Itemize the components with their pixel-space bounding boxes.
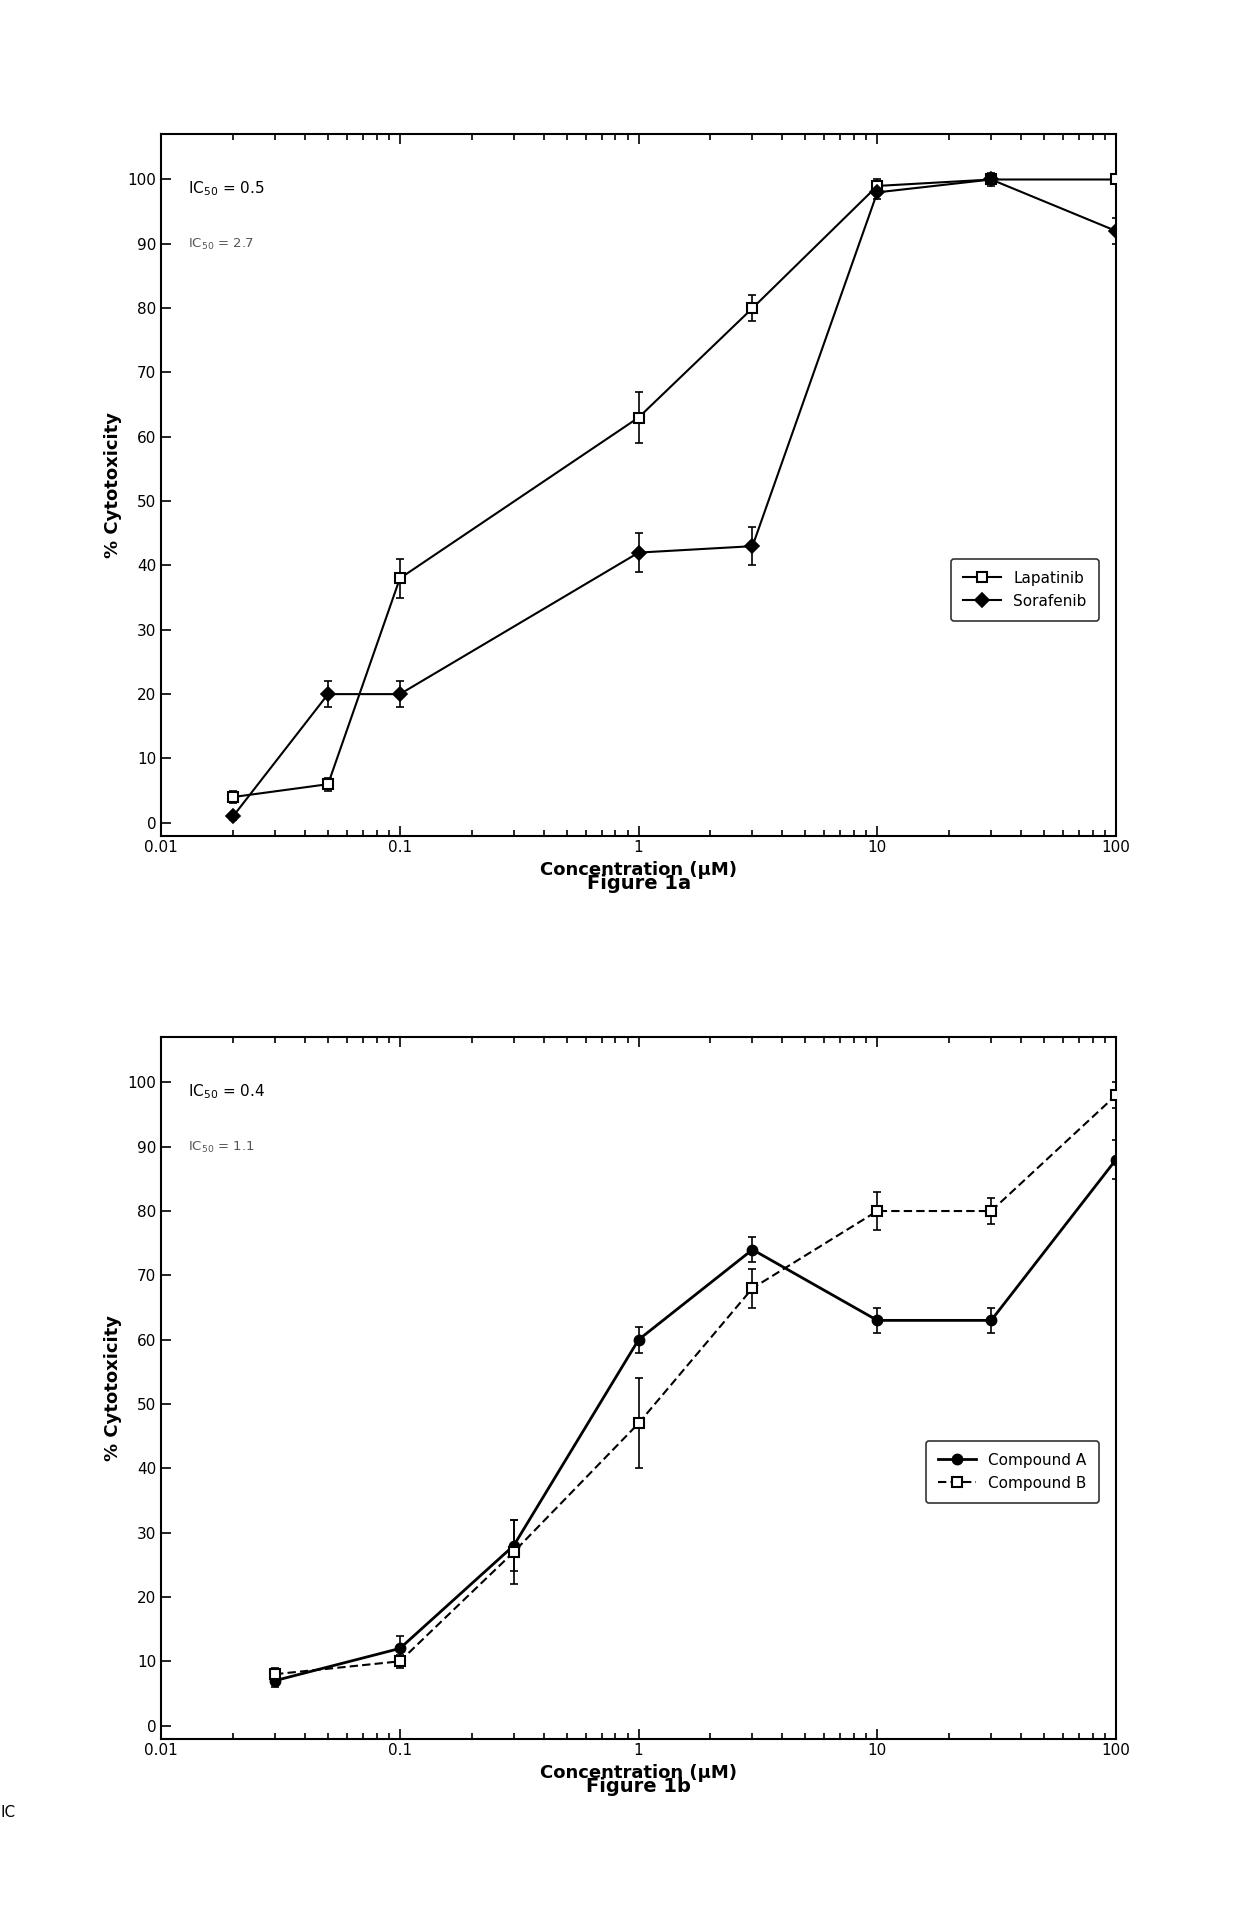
Line: Lapatinib: Lapatinib — [228, 175, 1121, 801]
Y-axis label: % Cytotoxicity: % Cytotoxicity — [104, 1314, 122, 1462]
Sorafenib — [983, 167, 998, 190]
Line: Sorafenib: Sorafenib — [228, 175, 1121, 820]
Sorafenib — [631, 542, 646, 565]
Compound A — [745, 1239, 760, 1262]
Compound A — [506, 1535, 521, 1558]
Compound A — [1109, 1149, 1123, 1172]
Text: IC$_{50}$ = 0.4: IC$_{50}$ = 0.4 — [188, 1082, 265, 1101]
Compound A — [392, 1637, 407, 1660]
Lapatinib — [870, 175, 885, 198]
Lapatinib — [745, 296, 760, 319]
Lapatinib — [983, 167, 998, 190]
Sorafenib — [226, 805, 241, 828]
Lapatinib — [226, 786, 241, 809]
Lapatinib — [1109, 167, 1123, 190]
X-axis label: Concentration (μM): Concentration (μM) — [541, 861, 737, 880]
Text: IC: IC — [0, 1806, 15, 1819]
Text: IC$_{50}$ = 2.7: IC$_{50}$ = 2.7 — [188, 238, 254, 252]
Sorafenib — [1109, 219, 1123, 242]
Legend: Compound A, Compound B: Compound A, Compound B — [925, 1441, 1099, 1502]
Compound B — [392, 1650, 407, 1673]
Compound B — [1109, 1083, 1123, 1106]
Compound B — [631, 1412, 646, 1435]
Legend: Lapatinib, Sorafenib: Lapatinib, Sorafenib — [951, 559, 1099, 620]
Compound A — [983, 1308, 998, 1331]
Line: Compound B: Compound B — [270, 1091, 1121, 1679]
Y-axis label: % Cytotoxicity: % Cytotoxicity — [104, 411, 122, 559]
Lapatinib — [631, 405, 646, 428]
X-axis label: Concentration (μM): Concentration (μM) — [541, 1763, 737, 1783]
Sorafenib — [870, 181, 885, 204]
Line: Compound A: Compound A — [270, 1155, 1121, 1685]
Text: Figure 1b: Figure 1b — [587, 1777, 691, 1796]
Compound B — [506, 1541, 521, 1564]
Sorafenib — [745, 534, 760, 557]
Compound B — [268, 1664, 283, 1687]
Text: Figure 1a: Figure 1a — [587, 874, 691, 893]
Compound A — [268, 1669, 283, 1692]
Text: IC$_{50}$ = 0.5: IC$_{50}$ = 0.5 — [188, 179, 265, 198]
Text: IC$_{50}$ = 1.1: IC$_{50}$ = 1.1 — [188, 1141, 255, 1155]
Compound B — [983, 1199, 998, 1222]
Compound A — [870, 1308, 885, 1331]
Compound A — [631, 1327, 646, 1350]
Compound B — [870, 1199, 885, 1222]
Sorafenib — [392, 682, 407, 705]
Lapatinib — [392, 567, 407, 590]
Sorafenib — [321, 682, 336, 705]
Lapatinib — [321, 772, 336, 795]
Compound B — [745, 1277, 760, 1301]
